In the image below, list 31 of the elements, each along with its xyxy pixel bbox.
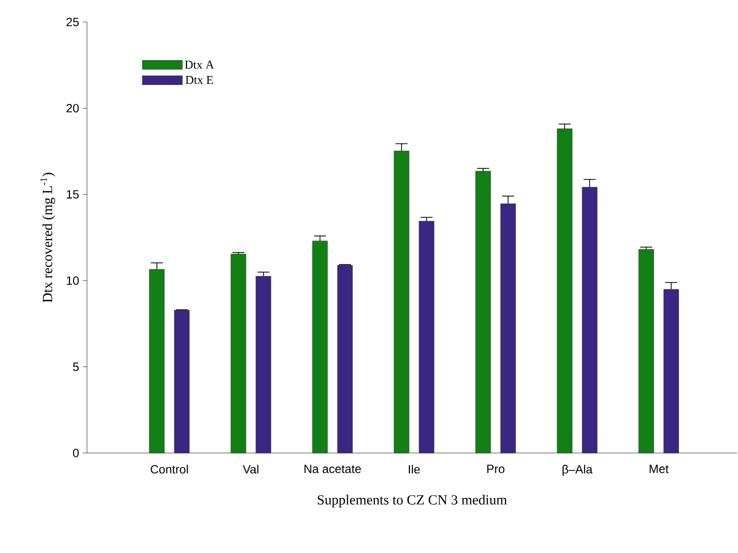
y-tick-label: 10 bbox=[66, 276, 79, 285]
legend-label: Dtx A bbox=[184, 60, 214, 69]
x-axis-title: Supplements to CZ CN 3 medium bbox=[318, 494, 507, 508]
y-tick-label: 5 bbox=[73, 362, 79, 371]
x-tick-label: Met bbox=[650, 464, 669, 474]
x-tick-label: Na acetate bbox=[304, 464, 361, 474]
bar bbox=[418, 220, 434, 454]
bar bbox=[256, 276, 272, 454]
legend-label: Dtx E bbox=[186, 76, 213, 84]
bar bbox=[394, 150, 410, 454]
x-tick-label: β–Ala bbox=[562, 464, 593, 476]
bar bbox=[556, 128, 572, 454]
x-tick-label: Val bbox=[242, 464, 258, 474]
y-tick-label: 15 bbox=[66, 190, 79, 199]
bar bbox=[664, 289, 679, 454]
bar bbox=[149, 269, 165, 454]
bar bbox=[582, 186, 598, 454]
x-tick-label: Ile bbox=[408, 464, 420, 474]
bar bbox=[475, 170, 491, 454]
bar bbox=[500, 204, 516, 454]
y-tick-label: 20 bbox=[66, 104, 79, 112]
y-tick-label: 25 bbox=[66, 18, 79, 26]
bar bbox=[337, 265, 353, 454]
bar bbox=[230, 254, 246, 454]
bar bbox=[174, 310, 190, 454]
bar bbox=[638, 249, 654, 454]
x-tick-label: Control bbox=[150, 464, 188, 474]
x-tick-label: Pro bbox=[487, 464, 504, 474]
y-tick-label: 0 bbox=[73, 448, 79, 458]
bar bbox=[312, 240, 328, 454]
y-axis-title: Dtx recovered (mg L$^{-1}$) bbox=[40, 172, 56, 302]
